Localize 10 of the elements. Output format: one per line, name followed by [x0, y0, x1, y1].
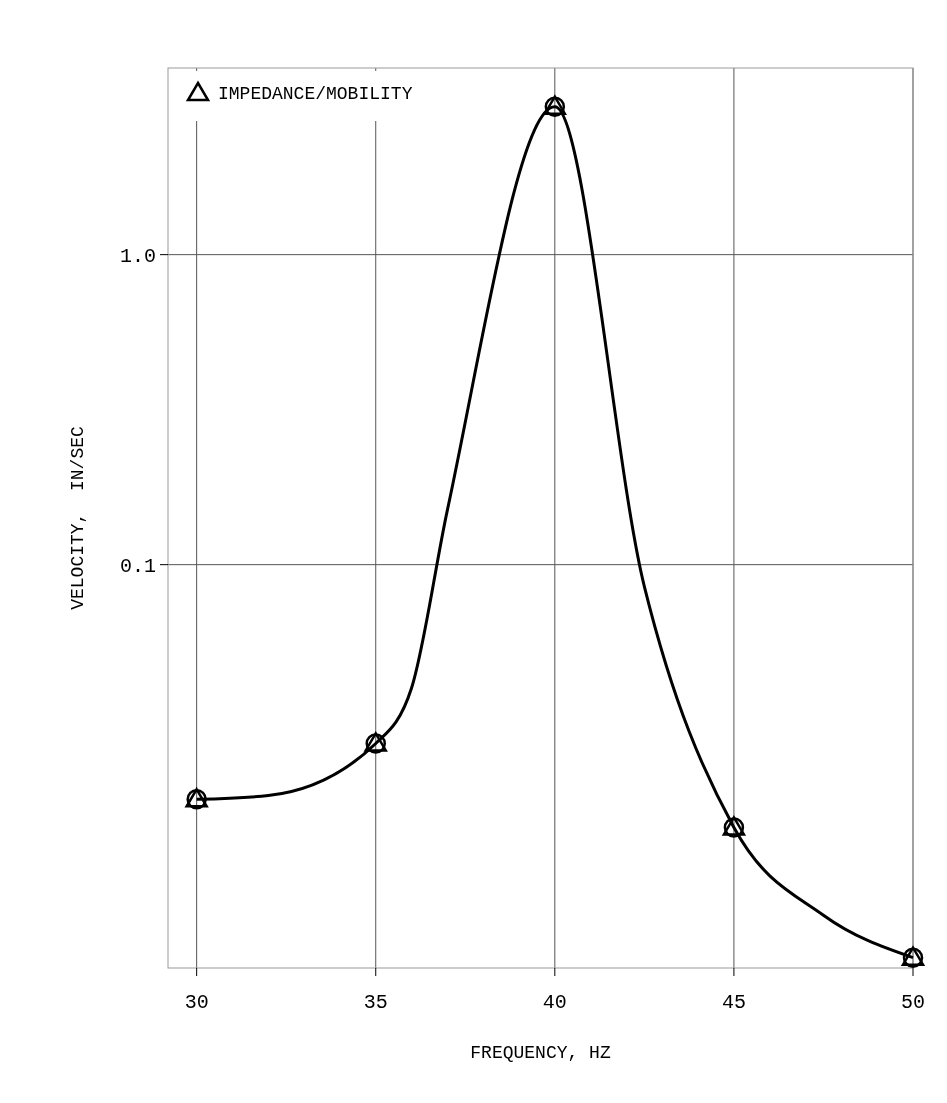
x-tick-label: 40 — [542, 991, 567, 1014]
x-tick-label: 45 — [721, 991, 746, 1014]
x-tick-label: 30 — [184, 991, 209, 1014]
y-axis-title: VELOCITY, IN/SEC — [68, 425, 88, 610]
y-tick-label: 1.0 — [119, 244, 156, 268]
x-axis-title: FREQUENCY, HZ — [470, 1043, 611, 1063]
x-tick-label: 50 — [900, 991, 926, 1014]
y-tick-label: 0.1 — [119, 554, 156, 578]
x-tick-label: 35 — [363, 991, 388, 1014]
legend-label: IMPEDANCE/MOBILITY — [218, 84, 413, 105]
